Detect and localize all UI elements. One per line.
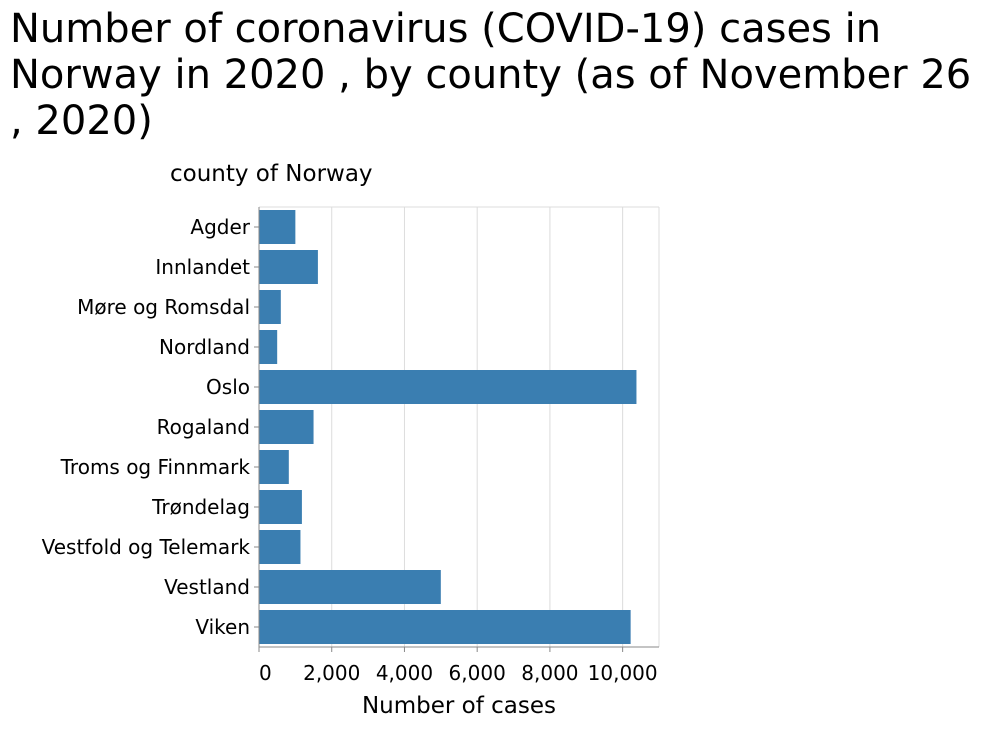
x-tick-label: 4,000	[376, 661, 433, 685]
y-tick-label: Vestfold og Telemark	[42, 535, 251, 559]
bar-vestfold-og-telemark	[259, 530, 301, 564]
y-tick-label: Nordland	[159, 335, 250, 359]
y-tick-label: Vestland	[164, 575, 250, 599]
bar-m-re-og-romsdal	[259, 290, 281, 324]
x-tick-label: 6,000	[449, 661, 506, 685]
y-tick-label: Møre og Romsdal	[77, 295, 250, 319]
bar-nordland	[259, 330, 278, 364]
y-axis-title: county of Norway	[170, 161, 373, 187]
bar-vestland	[259, 570, 441, 604]
chart-title: Number of coronavirus (COVID-19) cases i…	[10, 6, 972, 144]
bar-oslo	[259, 370, 637, 404]
x-tick-label: 10,000	[588, 661, 658, 685]
x-tick-label: 2,000	[303, 661, 360, 685]
x-axis-title: Number of cases	[362, 693, 556, 719]
y-tick-label: Innlandet	[155, 255, 250, 279]
x-tick-label: 8,000	[521, 661, 578, 685]
bar-innlandet	[259, 250, 318, 284]
x-tick-label: 0	[259, 661, 272, 685]
bar-rogaland	[259, 410, 314, 444]
y-tick-label: Viken	[195, 615, 250, 639]
y-tick-label: Agder	[190, 215, 250, 239]
bar-troms-og-finnmark	[259, 450, 289, 484]
axes: Agder Innlandet Møre og Romsdal Nordland Osl…	[42, 207, 659, 685]
y-tick-label: Oslo	[206, 375, 250, 399]
bar-viken	[259, 610, 631, 644]
bars	[259, 210, 637, 644]
y-tick-label: Troms og Finnmark	[60, 455, 251, 479]
bar-tr-ndelag	[259, 490, 302, 524]
y-tick-label: Rogaland	[157, 415, 250, 439]
bar-agder	[259, 210, 296, 244]
y-tick-label: Trøndelag	[151, 495, 250, 519]
